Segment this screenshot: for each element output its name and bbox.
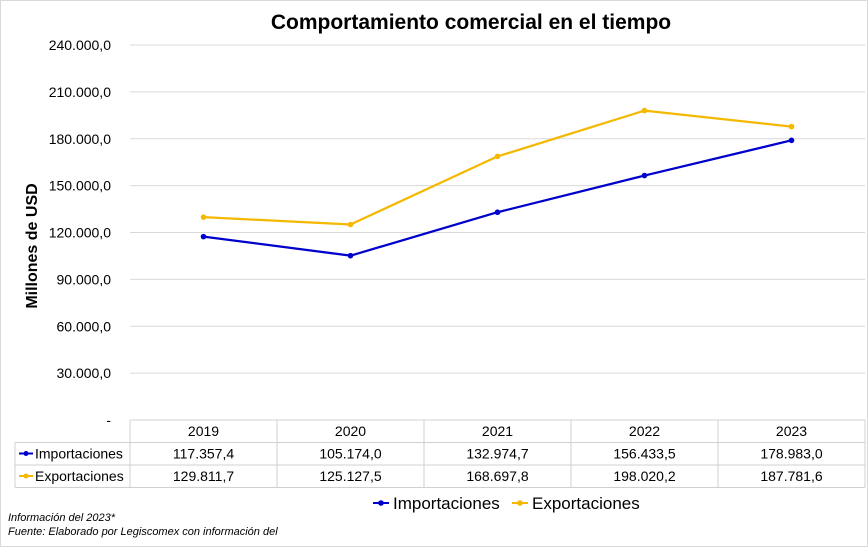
- legend: Importaciones Exportaciones: [373, 494, 640, 513]
- chart-title: Comportamiento comercial en el tiempo: [271, 11, 671, 34]
- series-lines: [200, 107, 795, 259]
- y-tick-label: -: [106, 412, 111, 428]
- y-tick-label: 150.000,0: [49, 178, 111, 194]
- legend-label: Exportaciones: [532, 494, 640, 513]
- y-tick-label: 30.000,0: [57, 365, 112, 381]
- gridlines: [130, 44, 865, 374]
- y-axis-label: Millones de USD: [24, 183, 41, 308]
- legend-marker: [378, 500, 384, 506]
- data-label: 156.433,5: [613, 446, 675, 462]
- data-point: [200, 233, 207, 240]
- table-series-name: Exportaciones: [35, 468, 124, 484]
- table-series-name: Importaciones: [35, 446, 123, 462]
- note-info: Información del 2023*: [8, 512, 116, 524]
- legend-label: Importaciones: [393, 494, 500, 513]
- data-point: [347, 221, 354, 228]
- data-point: [200, 214, 207, 220]
- y-tick-label: 60.000,0: [57, 318, 112, 334]
- data-label: 129.811,7: [173, 468, 234, 484]
- series-line: [203, 109, 792, 226]
- x-tick-label: 2023: [776, 423, 807, 439]
- data-label: 198.020,2: [613, 468, 675, 484]
- y-axis-ticks: - 30.000,0 60.000,0 90.000,0 120.000,0 150.00…: [49, 37, 112, 428]
- data-table: 2019 2020 2021 2022 2023 Importaciones 117.357…: [14, 419, 866, 488]
- y-tick-label: 180.000,0: [49, 131, 111, 147]
- data-point: [641, 172, 648, 179]
- data-label: 125.127,5: [319, 468, 381, 484]
- data-label: 117.357,4: [173, 446, 234, 462]
- data-label: 105.174,0: [319, 446, 381, 462]
- x-tick-label: 2022: [629, 423, 660, 439]
- data-point: [494, 209, 501, 216]
- note-source: Fuente: Elaborado por Legiscomex con inf…: [8, 526, 278, 538]
- data-point: [788, 137, 795, 144]
- x-tick-label: 2019: [188, 423, 219, 439]
- data-label: 168.697,8: [466, 468, 528, 484]
- table-series-key-marker: [23, 451, 29, 456]
- y-tick-label: 120.000,0: [49, 225, 111, 241]
- data-point: [788, 123, 795, 130]
- legend-marker: [517, 500, 523, 506]
- data-label: 178.983,0: [760, 446, 822, 462]
- data-label: 187.781,6: [760, 468, 822, 484]
- data-point: [347, 252, 354, 259]
- data-label: 132.974,7: [466, 446, 528, 462]
- y-tick-label: 90.000,0: [57, 271, 112, 287]
- data-point: [641, 107, 648, 114]
- y-tick-label: 240.000,0: [49, 37, 111, 53]
- table-series-key-marker: [23, 473, 29, 479]
- data-point: [494, 153, 501, 160]
- x-tick-label: 2020: [335, 423, 366, 439]
- y-tick-label: 210.000,0: [49, 84, 111, 100]
- x-tick-label: 2021: [482, 423, 513, 439]
